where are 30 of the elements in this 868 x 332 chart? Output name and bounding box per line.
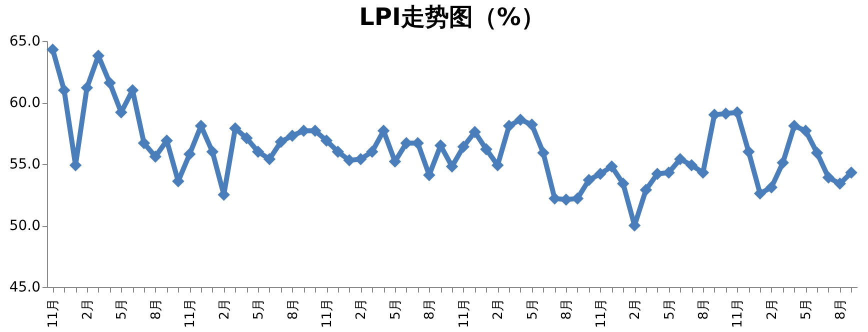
y-tick-label: 60.0 (9, 95, 40, 111)
chart-title: LPI走势图（%） (359, 3, 545, 31)
x-tick-label: 2月 (354, 298, 370, 320)
x-tick-label: 2月 (217, 298, 232, 320)
x-tick-label: 11月 (730, 298, 746, 328)
y-tick-label: 45.0 (9, 280, 40, 296)
x-tick-label: 5月 (662, 298, 678, 320)
x-tick-label: 8月 (286, 298, 301, 320)
x-tick-label: 11月 (594, 298, 609, 328)
x-tick-label: 8月 (422, 298, 438, 320)
x-tick-label: 5月 (114, 298, 130, 320)
y-tick-label: 55.0 (9, 156, 40, 172)
x-tick-label: 2月 (80, 298, 96, 320)
x-tick-label: 8月 (696, 298, 712, 320)
x-tick-label: 11月 (183, 298, 198, 328)
x-tick-label: 8月 (833, 298, 848, 320)
x-tick-label: 11月 (320, 298, 336, 328)
x-tick-label: 5月 (388, 298, 404, 320)
x-tick-label: 11月 (456, 298, 472, 328)
x-tick-label: 8月 (148, 298, 164, 320)
y-tick-label: 50.0 (9, 218, 40, 234)
y-tick-label: 65.0 (9, 34, 40, 50)
x-tick-label: 5月 (252, 298, 267, 320)
x-tick-label: 5月 (525, 298, 540, 320)
x-tick-label: 2月 (628, 298, 644, 320)
x-tick-label: 8月 (560, 298, 575, 320)
x-tick-label: 2月 (764, 298, 780, 320)
x-tick-label: 2月 (491, 298, 506, 320)
x-tick-label: 5月 (799, 298, 814, 320)
x-tick-label: 11月 (46, 298, 62, 328)
